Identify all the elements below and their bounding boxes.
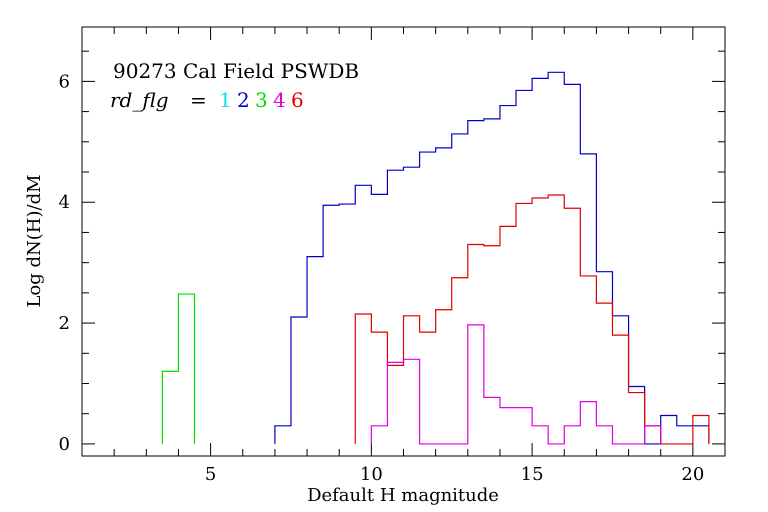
histogram-bin	[387, 362, 403, 444]
histogram-bin	[580, 402, 596, 444]
x-tick-label: 15	[521, 464, 544, 485]
legend-prefix: rd_flg	[110, 88, 169, 112]
histogram-bin	[420, 332, 436, 444]
histogram-bin	[291, 317, 307, 444]
histogram-bin	[404, 316, 420, 444]
x-tick-label: 10	[360, 464, 383, 485]
legend-entry-2: 2	[237, 88, 250, 112]
series-2	[274, 71, 710, 445]
histogram-bin	[500, 408, 516, 444]
histogram-bin	[468, 245, 484, 444]
x-axis-label: Default H magnitude	[307, 485, 499, 506]
x-tick-label: 20	[681, 464, 704, 485]
histogram-bin	[516, 90, 532, 443]
histogram-bin	[532, 198, 548, 444]
histogram-bin	[355, 314, 371, 444]
histogram-bin	[596, 303, 612, 444]
histogram-bin	[371, 194, 387, 444]
histogram-bin	[468, 121, 484, 444]
series-4	[370, 324, 662, 445]
histogram-bin	[580, 154, 596, 444]
histogram-bin	[500, 226, 516, 444]
histogram-bin	[693, 416, 709, 444]
histogram-bin	[693, 426, 709, 444]
y-tick-label: 6	[59, 71, 70, 92]
histogram-bin	[580, 276, 596, 444]
legend-equals: =	[190, 88, 207, 112]
legend-entry-6: 6	[291, 88, 304, 112]
histogram-bin	[371, 332, 387, 444]
histogram-bin	[645, 426, 661, 444]
histogram-bin	[564, 84, 580, 444]
legend-entry-4: 4	[273, 88, 286, 112]
histogram-bin	[420, 152, 436, 444]
histogram-bin	[484, 246, 500, 444]
y-tick-label: 2	[59, 313, 70, 334]
histogram-bin	[436, 310, 452, 444]
histogram-bin	[564, 208, 580, 444]
histogram-bin	[612, 335, 628, 444]
histogram-bin	[387, 365, 403, 444]
histogram-bin	[484, 119, 500, 444]
legend-entry-1: 1	[219, 88, 232, 112]
y-tick-label: 4	[59, 192, 70, 213]
y-axis-label: Log dN(H)/dM	[24, 174, 45, 307]
histogram-bin	[387, 170, 403, 444]
series-3	[161, 293, 196, 444]
chart-title: 90273 Cal Field PSWDB	[113, 59, 359, 83]
histogram-bin	[307, 257, 323, 444]
histogram-bin	[452, 134, 468, 444]
histogram-bin	[548, 72, 564, 444]
histogram-bin	[564, 426, 580, 444]
histogram-bin	[629, 387, 645, 444]
histogram-bin	[339, 204, 355, 444]
histogram-series	[161, 71, 710, 445]
histogram-bin	[548, 195, 564, 444]
histogram-bin	[355, 185, 371, 444]
histogram-line-3	[161, 293, 196, 444]
series-6	[354, 194, 710, 445]
histogram-line-2	[274, 71, 710, 445]
histogram-bin	[500, 106, 516, 444]
histogram-bin	[162, 371, 178, 444]
y-tick-label: 0	[59, 434, 70, 455]
histogram-bin	[661, 416, 677, 444]
histogram-bin	[629, 393, 645, 444]
histogram-bin	[596, 272, 612, 444]
histogram-line-4	[370, 324, 662, 445]
histogram-bin	[468, 325, 484, 444]
histogram-bin	[404, 359, 420, 444]
histogram-bin	[371, 426, 387, 444]
x-tick-label: 5	[205, 464, 216, 485]
histogram-bin	[436, 148, 452, 444]
histogram-bin	[323, 205, 339, 444]
histogram-bin	[532, 426, 548, 444]
histogram-line-6	[354, 194, 710, 445]
histogram-bin	[532, 78, 548, 444]
histogram-bin	[596, 426, 612, 444]
histogram-bin	[404, 167, 420, 444]
histogram-bin	[452, 278, 468, 444]
histogram-bin	[677, 426, 693, 444]
histogram-bin	[645, 426, 661, 444]
histogram-bin	[484, 397, 500, 444]
histogram-bin	[178, 294, 194, 444]
legend-entry-3: 3	[255, 88, 268, 112]
histogram-bin	[275, 426, 291, 444]
histogram-bin	[516, 408, 532, 444]
